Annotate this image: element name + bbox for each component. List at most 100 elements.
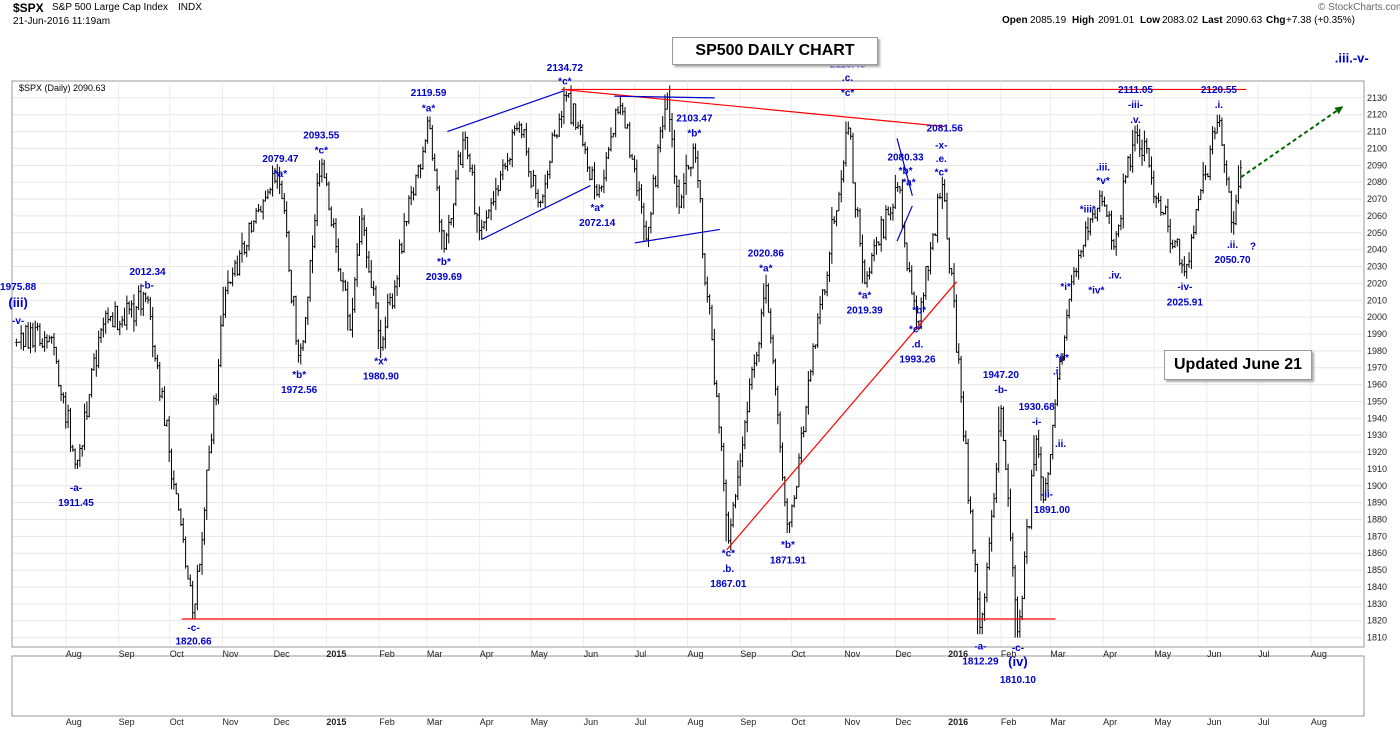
wave-label: .i. <box>1215 100 1224 111</box>
wave-label: .iii.-v- <box>1335 50 1369 65</box>
wave-label: *b* <box>292 370 306 381</box>
y-tick-label: 1810 <box>1367 633 1387 643</box>
wave-label: -c- <box>1012 643 1024 654</box>
wave-label: *a* <box>591 203 604 214</box>
x-tick-label-lower: Oct <box>791 717 806 727</box>
wave-label: 2080.33 <box>887 152 924 163</box>
low-value: 2083.02 <box>1162 15 1199 26</box>
wave-label: .iv. <box>1108 270 1121 281</box>
wave-label: 2103.47 <box>676 113 713 124</box>
chart-header: $SPX S&P 500 Large Cap Index INDX 21-Jun… <box>0 0 1400 30</box>
wave-label: .e. <box>936 154 947 165</box>
x-tick-label: Apr <box>1103 649 1117 659</box>
x-tick-label: May <box>531 649 549 659</box>
x-axis: Aug Sep Oct Nov Dec 2015 Feb Mar Apr May Jun Jul Aug… <box>66 649 1327 659</box>
y-tick-label: 1820 <box>1367 616 1387 626</box>
x-tick-label-lower: Dec <box>274 717 291 727</box>
x-tick-label: 2015 <box>326 649 346 659</box>
y-tick-label: 1910 <box>1367 464 1387 474</box>
y-tick-label: 1870 <box>1367 531 1387 541</box>
projection-arrowhead <box>1334 106 1344 115</box>
wave-label: .b. <box>723 564 735 575</box>
x-tick-label-lower: May <box>1154 717 1172 727</box>
trend-line <box>561 88 945 128</box>
last-value: 2090.63 <box>1226 15 1263 26</box>
wave-label: *a* <box>274 169 287 180</box>
chg-label: Chg <box>1266 15 1286 26</box>
wave-label: 1911.45 <box>58 498 94 509</box>
x-tick-label-lower: Dec <box>895 717 912 727</box>
wave-label: 1975.88 <box>0 282 37 293</box>
y-tick-label: 1840 <box>1367 582 1387 592</box>
y-tick-label: 2000 <box>1367 312 1387 322</box>
wave-label: -b- <box>995 385 1008 396</box>
x-tick-label: Feb <box>379 649 395 659</box>
low-label: Low <box>1140 15 1160 26</box>
x-tick-label-lower: 2016 <box>948 717 968 727</box>
x-tick-label-lower: Jul <box>1258 717 1270 727</box>
x-tick-label: Jul <box>635 649 647 659</box>
exchange: INDX <box>178 2 202 13</box>
symbol: $SPX <box>13 1 44 15</box>
wave-label: *iv* <box>1088 286 1104 297</box>
y-tick-label: 2050 <box>1367 228 1387 238</box>
wave-label: ? <box>1250 242 1256 253</box>
wave-label: 1993.26 <box>899 355 936 366</box>
lower-panel-frame <box>11 655 1365 717</box>
wave-label: *x* <box>374 356 387 367</box>
wave-label: 2012.34 <box>129 267 166 278</box>
channel-line <box>447 90 564 133</box>
channel-line <box>614 95 715 99</box>
wave-label: *b* <box>899 166 913 177</box>
y-tick-label: 1970 <box>1367 363 1387 373</box>
wave-label: *b* <box>437 257 451 268</box>
y-tick-label: 1940 <box>1367 413 1387 423</box>
wave-label: .d. <box>912 339 924 350</box>
x-tick-label: Jul <box>1258 649 1270 659</box>
x-tick-label: Mar <box>427 649 443 659</box>
x-tick-label-lower: 2015 <box>326 717 346 727</box>
high-value: 2091.01 <box>1098 15 1135 26</box>
y-tick-label: 1930 <box>1367 430 1387 440</box>
wave-label: .i. <box>1053 366 1062 377</box>
wave-label: .ii. <box>1055 439 1066 450</box>
wave-label: -b- <box>141 280 154 291</box>
wave-label: 1972.56 <box>281 385 318 396</box>
wave-label: 2079.47 <box>262 154 299 165</box>
wave-label: -iii- <box>1128 100 1143 111</box>
wave-label: -a- <box>974 641 986 652</box>
wave-label: *i* <box>1060 282 1071 293</box>
x-tick-label: Sep <box>740 649 756 659</box>
x-tick-label-lower: Nov <box>844 717 861 727</box>
wave-label: (iii) <box>8 295 28 310</box>
open-label: Open <box>1002 15 1028 26</box>
wave-label: 1867.01 <box>710 579 747 590</box>
wave-label: -i- <box>1032 417 1041 428</box>
wave-label: .ii. <box>1227 240 1238 251</box>
wave-label: *iii* <box>1080 205 1096 216</box>
wave-label: *c* <box>909 324 922 335</box>
x-tick-label-lower: Oct <box>170 717 185 727</box>
y-axis: 1810 1820 1830 1840 1850 1860 1870 1880 1890 1900… <box>1367 93 1387 643</box>
y-tick-label: 1980 <box>1367 346 1387 356</box>
wave-label: -x- <box>935 140 947 151</box>
y-tick-label: 1880 <box>1367 515 1387 525</box>
watermark: © StockCharts.com <box>1318 2 1400 13</box>
wave-label: *c* <box>558 76 571 87</box>
wave-label: 1871.91 <box>770 555 807 566</box>
wave-label: *v* <box>1096 176 1109 187</box>
x-tick-label-lower: Feb <box>379 717 395 727</box>
wave-label: 2120.55 <box>1201 85 1238 96</box>
x-tick-label-lower: Aug <box>1311 717 1327 727</box>
wave-label: .v. <box>1130 115 1141 126</box>
y-tick-label: 1960 <box>1367 380 1387 390</box>
wave-label: .c. <box>842 73 853 84</box>
wave-label: 2116.48 <box>830 60 866 71</box>
wave-label: 2039.69 <box>426 272 463 283</box>
x-tick-label-lower: Sep <box>740 717 756 727</box>
y-tick-label: 2100 <box>1367 143 1387 153</box>
x-tick-label: Nov <box>223 649 240 659</box>
wave-label: 2119.59 <box>411 88 447 99</box>
wave-label: 2093.55 <box>303 130 340 141</box>
